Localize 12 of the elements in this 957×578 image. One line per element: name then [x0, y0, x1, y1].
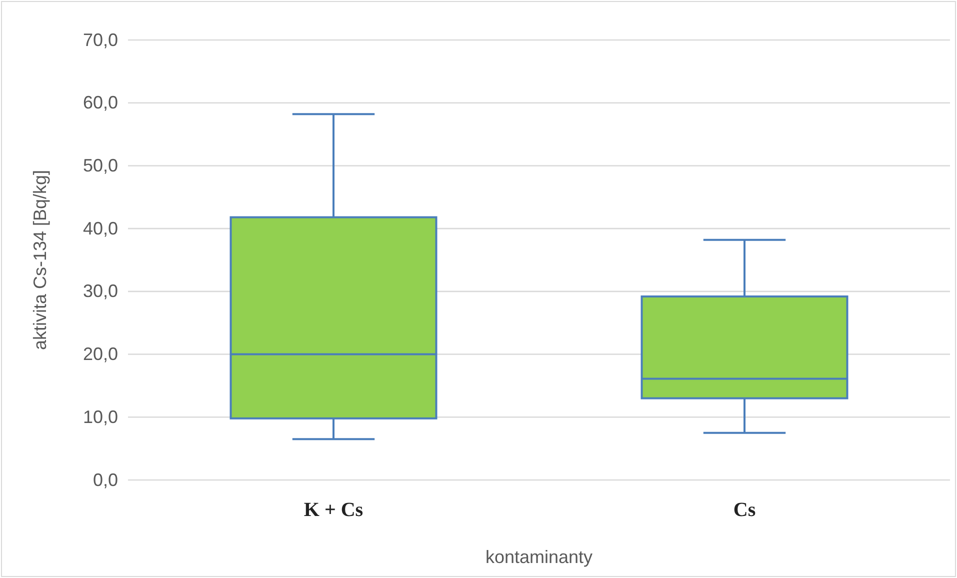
y-axis-title: aktivita Cs-134 [Bq/kg] — [30, 170, 50, 350]
x-tick-label: K + Cs — [304, 499, 364, 522]
x-tick-label: Cs — [733, 499, 756, 522]
y-tick-label: 10,0 — [82, 406, 118, 427]
x-axis-title: kontaminanty — [485, 547, 593, 567]
y-tick-label: 40,0 — [82, 218, 118, 238]
y-tick-label: 30,0 — [82, 281, 118, 302]
y-tick-label: 0,0 — [92, 470, 118, 490]
y-tick-label: 50,0 — [82, 155, 118, 176]
y-tick-label: 70,0 — [82, 30, 118, 50]
y-tick-label: 20,0 — [82, 344, 118, 364]
y-tick-label: 60,0 — [82, 92, 118, 113]
